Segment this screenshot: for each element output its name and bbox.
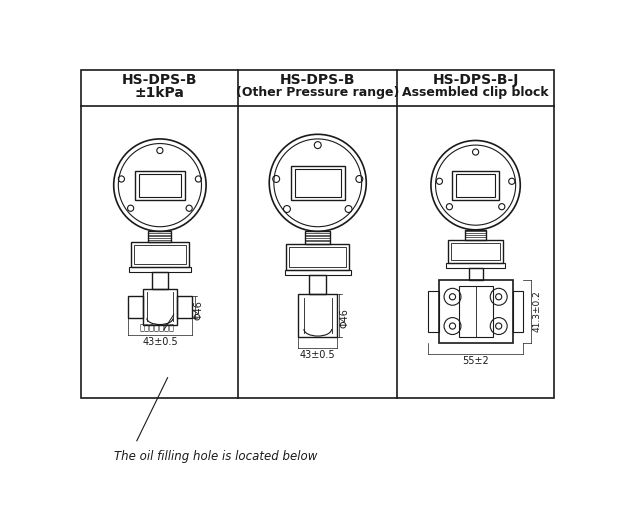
Text: 43±0.5: 43±0.5 [142,337,178,347]
Bar [309,275,326,294]
Bar [148,231,172,242]
Bar [298,294,337,337]
Bar [451,243,500,260]
Bar [448,240,503,263]
Text: The oil filling hole is located below: The oil filling hole is located below [113,450,317,463]
Text: Φ46: Φ46 [339,308,349,327]
Bar [131,242,189,267]
Bar [286,244,349,270]
Bar [128,296,143,317]
Bar [139,174,180,197]
Bar [446,263,505,268]
Text: (Other Pressure range): (Other Pressure range) [236,86,399,99]
Bar [456,174,495,197]
Bar [285,270,351,275]
Text: Φ46: Φ46 [194,300,204,320]
Bar [291,166,345,200]
Text: 41.3±0.2: 41.3±0.2 [533,290,542,332]
Bar [152,272,167,289]
Bar [459,286,492,337]
Text: HS-DPS-B: HS-DPS-B [122,74,198,87]
Text: HS-DPS-B-J: HS-DPS-B-J [432,74,519,87]
Text: 灵油孔位于下方: 灵油孔位于下方 [140,324,174,333]
Bar [453,170,498,200]
Bar [294,169,341,197]
Bar [513,290,523,332]
Text: 43±0.5: 43±0.5 [300,350,335,360]
Bar [438,280,513,343]
Bar [135,170,185,200]
Bar [290,247,346,267]
Bar [129,267,191,272]
Bar [134,245,186,263]
Bar [81,70,554,398]
Bar [306,231,330,244]
Bar [465,230,486,240]
Text: ±1kPa: ±1kPa [135,86,185,100]
Text: Assembled clip block: Assembled clip block [402,86,549,99]
Bar [469,268,482,280]
Text: 55±2: 55±2 [463,356,489,366]
Bar [428,290,438,332]
Text: HS-DPS-B: HS-DPS-B [280,74,355,87]
Bar [143,289,177,324]
Bar [177,296,192,317]
